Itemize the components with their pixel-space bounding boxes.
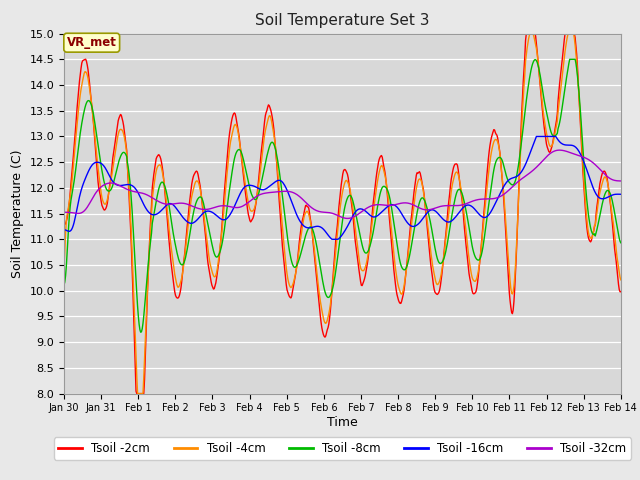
- Line: Tsoil -2cm: Tsoil -2cm: [64, 34, 621, 394]
- Tsoil -32cm: [127, 188, 135, 194]
- Tsoil -2cm: [127, 244, 135, 250]
- Tsoil -4cm: [185, 218, 193, 224]
- Tsoil -8cm: [566, 57, 573, 62]
- Tsoil -2cm: [133, 391, 141, 396]
- Tsoil -8cm: [60, 282, 68, 288]
- Tsoil -4cm: [617, 277, 625, 283]
- X-axis label: Time: Time: [327, 416, 358, 429]
- Tsoil -4cm: [60, 264, 68, 270]
- Tsoil -16cm: [70, 220, 78, 226]
- Tsoil -32cm: [60, 209, 68, 215]
- Text: VR_met: VR_met: [67, 36, 116, 49]
- Tsoil -2cm: [70, 144, 78, 150]
- Tsoil -2cm: [60, 221, 68, 227]
- Tsoil -16cm: [127, 182, 135, 188]
- Tsoil -8cm: [185, 238, 193, 244]
- Tsoil -4cm: [134, 391, 142, 396]
- Tsoil -8cm: [214, 253, 222, 259]
- Tsoil -2cm: [214, 264, 222, 270]
- Tsoil -16cm: [617, 192, 625, 197]
- Tsoil -32cm: [214, 204, 221, 209]
- Tsoil -32cm: [184, 202, 192, 207]
- Tsoil -4cm: [526, 31, 534, 36]
- Tsoil -16cm: [533, 133, 541, 139]
- Tsoil -32cm: [428, 206, 435, 212]
- Tsoil -32cm: [344, 216, 351, 221]
- Tsoil -32cm: [556, 147, 563, 153]
- Tsoil -4cm: [127, 232, 135, 238]
- Tsoil -4cm: [428, 252, 435, 257]
- Tsoil -16cm: [329, 237, 337, 242]
- Tsoil -2cm: [411, 183, 419, 189]
- Tsoil -2cm: [185, 208, 193, 214]
- Tsoil -8cm: [411, 222, 419, 228]
- Y-axis label: Soil Temperature (C): Soil Temperature (C): [11, 149, 24, 278]
- Tsoil -32cm: [411, 203, 419, 208]
- Line: Tsoil -8cm: Tsoil -8cm: [64, 60, 621, 332]
- Legend: Tsoil -2cm, Tsoil -4cm, Tsoil -8cm, Tsoil -16cm, Tsoil -32cm: Tsoil -2cm, Tsoil -4cm, Tsoil -8cm, Tsoi…: [54, 437, 631, 460]
- Tsoil -16cm: [428, 207, 435, 213]
- Line: Tsoil -4cm: Tsoil -4cm: [64, 34, 621, 394]
- Tsoil -32cm: [617, 178, 625, 184]
- Tsoil -8cm: [617, 240, 625, 246]
- Tsoil -8cm: [127, 197, 135, 203]
- Line: Tsoil -32cm: Tsoil -32cm: [64, 150, 621, 218]
- Tsoil -4cm: [411, 196, 419, 202]
- Tsoil -16cm: [411, 223, 419, 229]
- Tsoil -4cm: [70, 155, 78, 160]
- Tsoil -2cm: [428, 264, 435, 270]
- Tsoil -16cm: [214, 213, 221, 219]
- Tsoil -2cm: [522, 31, 530, 36]
- Tsoil -4cm: [214, 260, 222, 266]
- Tsoil -2cm: [617, 289, 625, 295]
- Tsoil -32cm: [70, 210, 78, 216]
- Title: Soil Temperature Set 3: Soil Temperature Set 3: [255, 13, 429, 28]
- Tsoil -16cm: [60, 227, 68, 232]
- Tsoil -8cm: [70, 179, 78, 184]
- Tsoil -8cm: [428, 223, 435, 228]
- Tsoil -16cm: [184, 219, 192, 225]
- Tsoil -8cm: [137, 329, 145, 335]
- Line: Tsoil -16cm: Tsoil -16cm: [64, 136, 621, 240]
